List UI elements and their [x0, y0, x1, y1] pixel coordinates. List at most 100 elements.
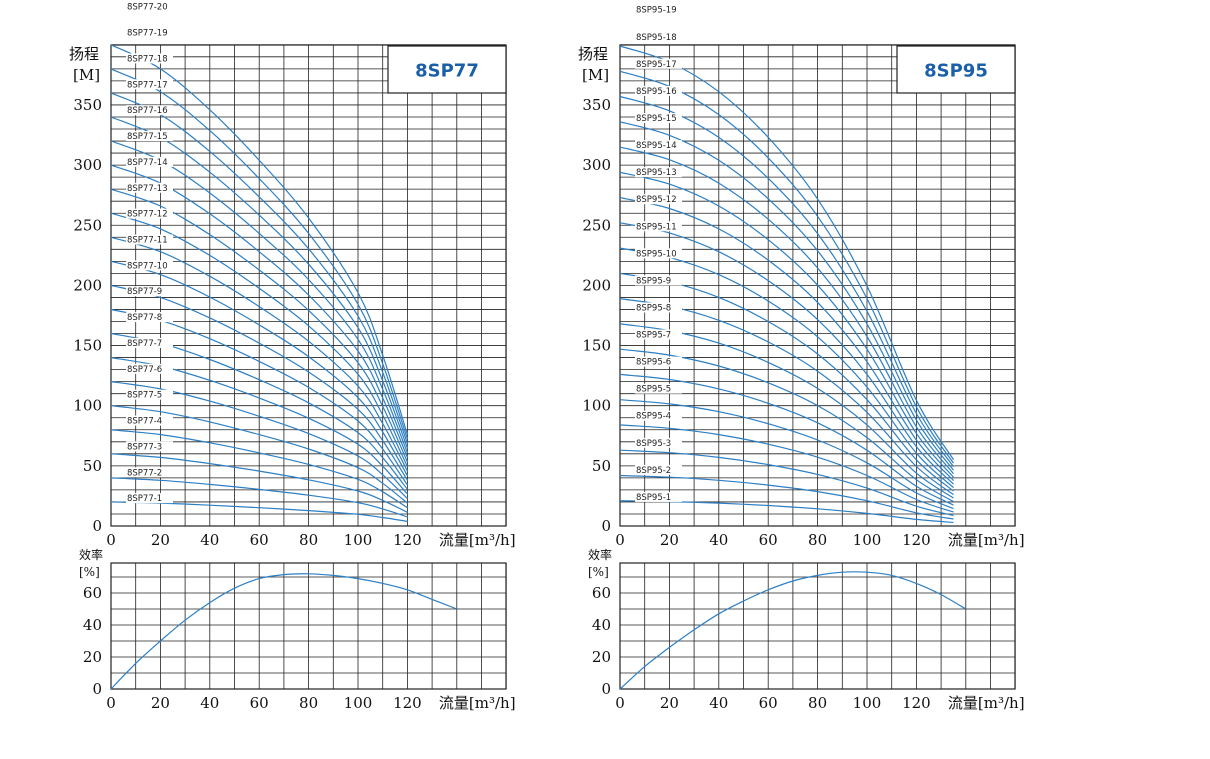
x-axis-label: 流量[m³/h] — [948, 694, 1025, 712]
curve-label: 8SP77-5 — [126, 389, 173, 401]
curve-label-bg — [126, 1, 173, 12]
curve-label: 8SP77-20 — [126, 1, 173, 13]
curve-label: 8SP95-6 — [635, 356, 682, 368]
curves — [110, 44, 408, 522]
pump-curve-8SP95-13 — [619, 197, 954, 482]
curve-label-text: 8SP95-17 — [636, 60, 677, 70]
curve-label-bg — [635, 410, 682, 421]
curve-label-bg — [635, 58, 682, 69]
curve-label-text: 8SP77-11 — [127, 235, 168, 245]
x-tick-label: 0 — [615, 531, 625, 549]
curve-label-bg — [635, 167, 682, 178]
curve-label: 8SP77-19 — [126, 27, 173, 39]
pump-curve-8SP95-16 — [619, 121, 954, 471]
curve-label: 8SP77-1 — [126, 493, 173, 504]
curve-label-text: 8SP95-15 — [636, 114, 677, 124]
title-box — [896, 45, 1016, 94]
x-tick-label: 40 — [709, 531, 728, 549]
y-axis-unit: [%] — [79, 565, 100, 579]
curve-label: 8SP77-15 — [126, 131, 173, 142]
curve-label-text: 8SP95-6 — [636, 358, 671, 368]
curve-label-bg — [635, 356, 682, 367]
x-tick-label: 120 — [393, 694, 422, 712]
curve-label-bg — [126, 182, 173, 193]
x-tick-label: 20 — [151, 694, 170, 712]
pump-curve-8SP77-19 — [110, 68, 408, 440]
x-tick-label: 120 — [393, 531, 422, 549]
curve-label-text: 8SP77-20 — [127, 3, 168, 13]
pump-curve-8SP95-11 — [619, 247, 954, 489]
curve-label-bg — [635, 31, 682, 42]
curve-label: 8SP95-18 — [635, 31, 682, 43]
curve-label: 8SP77-2 — [126, 467, 173, 478]
efficiency-chart-right: 0 20 40 60 80 100 120 0 20 40 60 流量[m³/h] 效率 [%] — [588, 547, 1025, 712]
pump-curve-8SP77-10 — [110, 284, 408, 481]
curve-label-text: 8SP95-3 — [636, 439, 671, 449]
pump-curve-8SP95-12 — [619, 222, 954, 485]
x-tick-label: 80 — [299, 531, 318, 549]
curve-label-text: 8SP77-9 — [127, 287, 162, 297]
pump-curve-8SP77-13 — [110, 212, 408, 467]
curve-label-text: 8SP77-2 — [127, 468, 162, 478]
y-axis-label: 效率 — [79, 547, 103, 562]
y-tick-label: 40 — [83, 616, 102, 634]
pump-curve-8SP95-2 — [619, 474, 954, 520]
curve-label: 8SP95-5 — [635, 383, 682, 395]
curve-label: 8SP95-1 — [635, 491, 682, 503]
x-tick-label: 20 — [660, 694, 679, 712]
curve-label-text: 8SP95-8 — [636, 303, 671, 313]
x-axis-label: 流量[m³/h] — [439, 694, 516, 712]
curve-label: 8SP77-12 — [126, 208, 173, 220]
y-tick-label: 0 — [92, 517, 102, 535]
y-tick-label: 150 — [582, 337, 611, 355]
curve-label-bg — [126, 415, 173, 426]
curve-label-bg — [126, 208, 173, 219]
curve-label-text: 8SP95-11 — [636, 222, 677, 232]
grid — [110, 44, 507, 527]
curve-label-bg — [126, 156, 173, 167]
curve-label: 8SP77-11 — [126, 234, 173, 245]
x-tick-label: 120 — [902, 694, 931, 712]
curve-label-text: 8SP77-12 — [127, 210, 168, 220]
y-axis-label: 扬程 — [578, 45, 608, 63]
curve-label-bg — [635, 4, 682, 15]
curve-label-bg — [635, 140, 682, 151]
curve-label: 8SP95-3 — [635, 437, 682, 449]
x-tick-label: 120 — [902, 531, 931, 549]
curve-label-text: 8SP95-18 — [636, 33, 677, 43]
x-tick-label: 60 — [759, 694, 778, 712]
curve-label-text: 8SP95-14 — [636, 141, 677, 151]
curve-label-bg — [126, 234, 173, 245]
x-tick-label: 40 — [200, 694, 219, 712]
curve-label-text: 8SP77-10 — [127, 261, 168, 271]
curve-label-bg — [635, 194, 682, 205]
x-axis-label: 流量[m³/h] — [948, 531, 1025, 549]
curve-label-bg — [635, 275, 682, 286]
curve-label-text: 8SP77-3 — [127, 442, 162, 452]
y-tick-label: 60 — [83, 584, 102, 602]
curve-label: 8SP95-13 — [635, 167, 682, 178]
curve-label-bg — [126, 105, 173, 116]
curve-label: 8SP77-10 — [126, 260, 173, 271]
y-tick-label: 300 — [73, 156, 102, 174]
x-tick-label: 0 — [106, 531, 116, 549]
curve-label-text: 8SP77-16 — [127, 106, 168, 116]
pump-curve-8SP77-14 — [110, 188, 408, 463]
y-tick-label: 200 — [582, 276, 611, 294]
curve-label-bg — [635, 383, 682, 394]
y-tick-label: 40 — [592, 616, 611, 634]
curve-label-bg — [126, 389, 173, 400]
x-tick-label: 100 — [344, 694, 373, 712]
x-tick-label: 100 — [344, 531, 373, 549]
curve-label: 8SP77-7 — [126, 337, 173, 349]
curve-label: 8SP77-13 — [126, 182, 173, 194]
curve-label: 8SP95-9 — [635, 275, 682, 286]
efficiency-chart-left: 0 20 40 60 80 100 120 0 20 40 60 流量[m³/h] 效率 [%] — [79, 547, 516, 712]
chart-title: 8SP95 — [924, 61, 988, 82]
x-tick-label: 60 — [250, 531, 269, 549]
curve-label: 8SP95-2 — [635, 464, 682, 476]
y-tick-label: 250 — [73, 216, 102, 234]
curve-label: 8SP77-16 — [126, 105, 173, 116]
y-tick-label: 100 — [73, 397, 102, 415]
plot-frame — [619, 562, 1016, 690]
